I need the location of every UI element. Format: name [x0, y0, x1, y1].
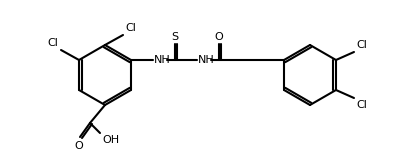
Text: Cl: Cl	[47, 38, 58, 48]
Text: Cl: Cl	[356, 40, 367, 50]
Text: S: S	[171, 32, 179, 42]
Text: O: O	[214, 32, 223, 42]
Text: NH: NH	[198, 55, 215, 65]
Text: O: O	[74, 141, 83, 151]
Text: NH: NH	[154, 55, 171, 65]
Text: Cl: Cl	[125, 23, 136, 33]
Text: OH: OH	[102, 135, 119, 145]
Text: Cl: Cl	[356, 100, 367, 110]
